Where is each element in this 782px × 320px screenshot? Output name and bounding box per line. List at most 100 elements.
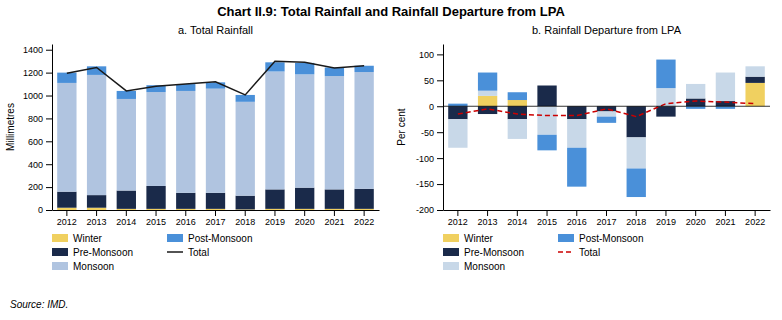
tick-mark bbox=[304, 210, 305, 216]
bar bbox=[745, 77, 764, 83]
y-tick-label: -50 bbox=[421, 128, 434, 138]
x-tick: 2013 bbox=[87, 210, 107, 227]
zero-line bbox=[443, 106, 770, 107]
x-tick: 2019 bbox=[265, 210, 285, 227]
legend-item: Post-Monsoon bbox=[167, 233, 252, 244]
legend-swatch bbox=[167, 234, 183, 242]
y-tick: 0 bbox=[38, 205, 52, 215]
tick-mark bbox=[334, 210, 335, 216]
tick-mark bbox=[457, 210, 458, 216]
x-tick: 2012 bbox=[57, 210, 77, 227]
tick-mark bbox=[66, 210, 67, 216]
bar bbox=[745, 66, 764, 76]
panel-title: a. Total Rainfall bbox=[178, 24, 253, 36]
bar bbox=[354, 189, 373, 209]
tick-mark bbox=[606, 210, 607, 216]
y-tick-label: -150 bbox=[416, 179, 434, 189]
tick-mark bbox=[46, 118, 52, 119]
legend-swatch bbox=[443, 248, 459, 256]
tick-mark bbox=[46, 187, 52, 188]
legend-item: Pre-Monsoon bbox=[52, 247, 133, 258]
y-tick-label: 1200 bbox=[23, 68, 43, 78]
x-tick: 2016 bbox=[567, 210, 587, 227]
panel: 2012201320142015201620172018201920202021… bbox=[396, 24, 771, 272]
bar bbox=[448, 106, 467, 119]
bar bbox=[508, 92, 527, 100]
x-tick: 2022 bbox=[745, 210, 765, 227]
tick-mark bbox=[695, 210, 696, 216]
legend-swatch bbox=[52, 262, 68, 270]
bar bbox=[117, 209, 136, 210]
x-tick: 2015 bbox=[537, 210, 557, 227]
legend-swatch bbox=[52, 234, 68, 242]
x-tick: 2015 bbox=[146, 210, 166, 227]
x-axis: 2012201320142015201620172018201920202021… bbox=[444, 210, 771, 227]
legend-label: Monsoon bbox=[464, 261, 505, 272]
bar bbox=[57, 73, 76, 83]
bar bbox=[176, 193, 195, 209]
y-axis: -200-150-100-50050100 bbox=[416, 45, 444, 216]
x-tick: 2017 bbox=[596, 210, 616, 227]
legend-item: Total bbox=[558, 247, 600, 258]
x-tick-label: 2020 bbox=[295, 217, 315, 227]
bar bbox=[206, 193, 225, 209]
bar bbox=[295, 188, 314, 209]
panel: 2012201320142015201620172018201920202021… bbox=[5, 24, 380, 272]
y-tick-label: -100 bbox=[416, 154, 434, 164]
x-tick-label: 2012 bbox=[57, 217, 77, 227]
bar bbox=[236, 95, 255, 102]
bar bbox=[87, 75, 106, 195]
bar bbox=[508, 119, 527, 139]
bar bbox=[236, 196, 255, 210]
y-tick-label: 200 bbox=[28, 182, 43, 192]
y-tick: 1400 bbox=[23, 45, 52, 55]
tick-mark bbox=[46, 73, 52, 74]
tick-mark bbox=[576, 210, 577, 216]
bar bbox=[597, 106, 616, 111]
bar bbox=[686, 84, 705, 99]
y-tick: 800 bbox=[28, 114, 52, 124]
x-tick-label: 2018 bbox=[626, 217, 646, 227]
bar bbox=[295, 209, 314, 210]
bar bbox=[206, 209, 225, 210]
bar bbox=[567, 148, 586, 187]
bar bbox=[146, 92, 165, 186]
tick-mark bbox=[46, 96, 52, 97]
y-axis: 0200400600800100012001400 bbox=[23, 45, 53, 216]
bar bbox=[295, 63, 314, 74]
x-tick: 2018 bbox=[235, 210, 255, 227]
bar bbox=[656, 60, 675, 89]
x-tick-label: 2012 bbox=[448, 217, 468, 227]
x-tick-label: 2022 bbox=[745, 217, 765, 227]
tick-mark bbox=[46, 141, 52, 142]
tick-mark bbox=[364, 210, 365, 216]
legend-swatch bbox=[558, 251, 574, 253]
legend-swatch bbox=[558, 234, 574, 242]
bar bbox=[87, 195, 106, 208]
y-axis-title: Millimetres bbox=[5, 103, 16, 151]
y-tick-label: 100 bbox=[419, 50, 434, 60]
tick-mark bbox=[126, 210, 127, 216]
bar bbox=[627, 106, 646, 137]
x-tick-label: 2021 bbox=[324, 217, 344, 227]
y-tick: 1000 bbox=[23, 91, 52, 101]
y-tick-label: 1000 bbox=[23, 91, 43, 101]
legend-item: Winter bbox=[52, 233, 103, 244]
y-tick-label: 0 bbox=[429, 102, 434, 112]
bar bbox=[567, 119, 586, 148]
x-tick: 2013 bbox=[478, 210, 498, 227]
legend-label: Monsoon bbox=[73, 261, 114, 272]
x-tick: 2012 bbox=[448, 210, 468, 227]
x-tick-label: 2013 bbox=[87, 217, 107, 227]
x-tick-label: 2018 bbox=[235, 217, 255, 227]
x-tick-label: 2015 bbox=[537, 217, 557, 227]
y-axis-title: Per cent bbox=[396, 108, 407, 145]
bar bbox=[117, 99, 136, 191]
tick-mark bbox=[437, 54, 443, 55]
bar bbox=[265, 71, 284, 189]
tick-mark bbox=[46, 164, 52, 165]
bar bbox=[508, 106, 527, 119]
tick-mark bbox=[437, 184, 443, 185]
x-tick: 2020 bbox=[295, 210, 315, 227]
x-tick-label: 2019 bbox=[265, 217, 285, 227]
